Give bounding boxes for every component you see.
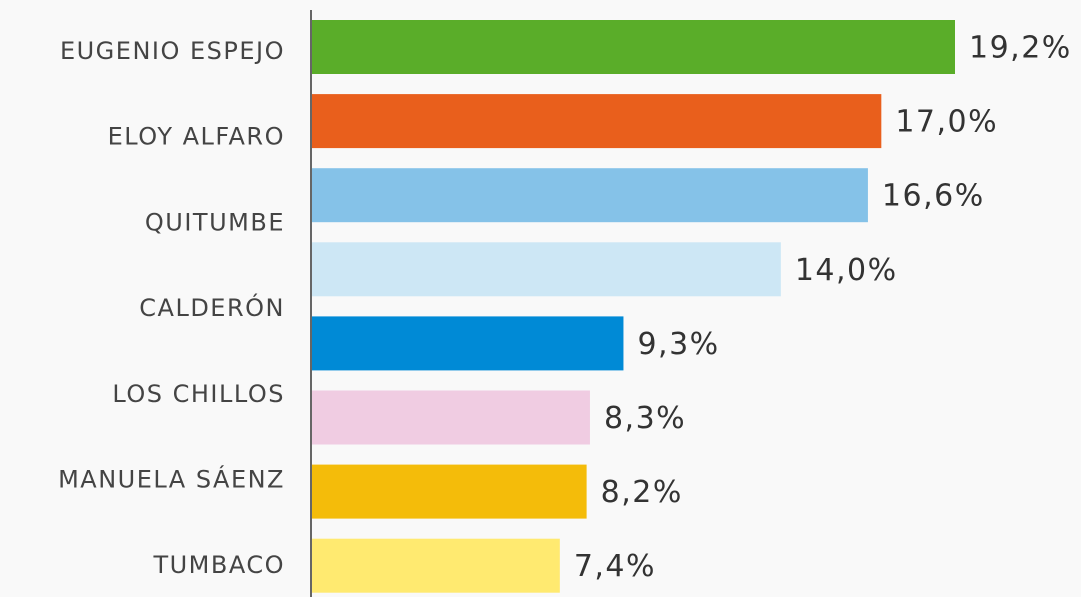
category-label: ELOY ALFARO xyxy=(108,123,285,151)
category-label: LOS CHILLOS xyxy=(112,380,285,408)
value-label: 19,2% xyxy=(969,31,1072,66)
category-label: TUMBACO xyxy=(152,551,285,579)
value-label: 17,0% xyxy=(895,105,998,140)
category-label: EUGENIO ESPEJO xyxy=(60,37,285,65)
category-label: CALDERÓN xyxy=(139,292,285,322)
value-label: 14,0% xyxy=(795,253,898,288)
value-label: 8,2% xyxy=(601,475,683,510)
category-label: MANUELA SÁENZ xyxy=(58,465,285,494)
value-label: 16,6% xyxy=(882,179,985,214)
value-label: 9,3% xyxy=(637,327,719,362)
value-label: 8,3% xyxy=(604,401,686,436)
bar xyxy=(312,538,560,593)
bar xyxy=(312,168,868,223)
bar xyxy=(312,316,624,371)
bar xyxy=(312,390,590,445)
bar xyxy=(312,20,955,74)
category-label: QUITUMBE xyxy=(145,208,285,236)
bar xyxy=(312,242,781,297)
bar xyxy=(312,94,882,149)
value-label: 7,4% xyxy=(574,549,656,584)
bar xyxy=(312,464,587,519)
